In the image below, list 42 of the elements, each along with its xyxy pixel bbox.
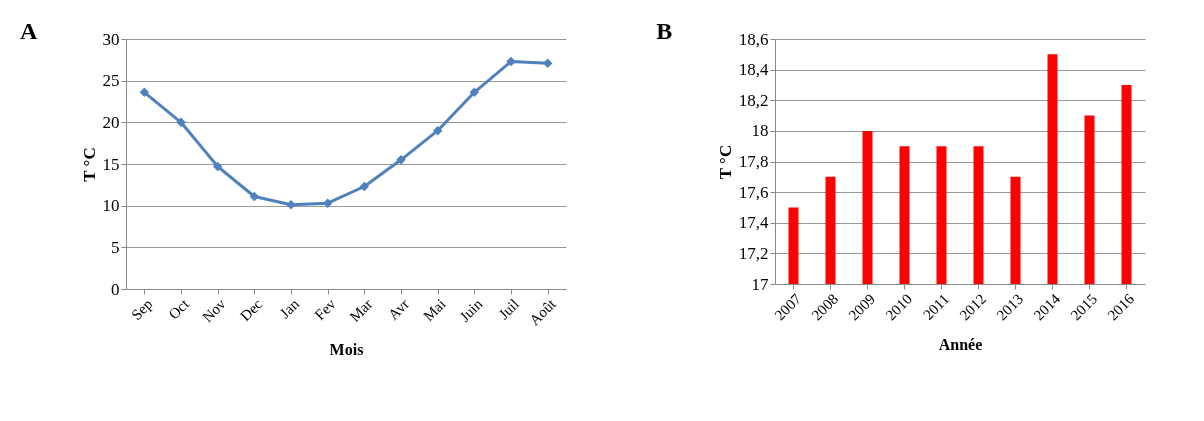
y-tick-label: 25 — [102, 71, 120, 91]
y-tick-label: 10 — [102, 196, 120, 216]
y-tick-label: 17,4 — [738, 213, 769, 233]
x-tick-label: Avr — [385, 295, 413, 323]
x-axis-title: Mois — [329, 341, 364, 359]
y-tick-label: 30 — [102, 29, 120, 49]
y-tick-label: 0 — [111, 279, 120, 299]
y-tick-label: 18,6 — [738, 29, 769, 49]
x-tick-label: 2011 — [919, 290, 953, 323]
y-axis-title: T °C — [715, 144, 735, 180]
point — [359, 181, 370, 192]
y-tick-label: 18 — [751, 121, 769, 141]
y-tick-label: 5 — [111, 237, 120, 257]
point — [212, 161, 223, 172]
chart-title: B — [656, 18, 673, 44]
y-tick-label: 17,2 — [738, 243, 769, 263]
x-axis-title: Année — [938, 336, 983, 354]
y-tick-label: 17,8 — [738, 152, 769, 171]
chart-title: A — [20, 18, 38, 44]
point — [176, 117, 186, 128]
x-tick-label: Oct — [165, 295, 193, 323]
point — [506, 56, 516, 67]
point — [432, 125, 443, 136]
x-tick-label: Fev — [311, 295, 340, 324]
y-tick-label: 18,4 — [738, 60, 769, 80]
x-tick-label: Jan — [276, 295, 303, 322]
y-tick-label: 20 — [102, 112, 120, 132]
x-tick-label: Dec — [237, 295, 266, 325]
y-tick-label: 17 — [751, 274, 769, 294]
point — [469, 87, 480, 98]
y-tick-label: 15 — [102, 154, 120, 174]
x-tick-label: Juil — [495, 295, 523, 323]
y-tick-label: 18,2 — [738, 90, 769, 110]
x-tick-label: Nov — [199, 295, 230, 326]
point — [139, 87, 150, 98]
x-tick-label: Juin — [456, 295, 486, 325]
x-tick-label: Sep — [128, 295, 156, 324]
x-tick-label: Mai — [420, 295, 449, 325]
point — [249, 191, 260, 202]
y-tick-label: 17,6 — [738, 182, 769, 202]
x-tick-label: Mar — [346, 295, 376, 325]
y-axis-title: T °C — [79, 147, 99, 182]
